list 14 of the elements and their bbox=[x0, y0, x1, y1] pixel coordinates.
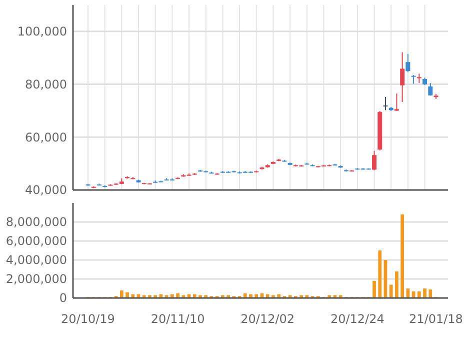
x-tick-label: 20/12/02 bbox=[240, 312, 295, 326]
y-tick-label: 0 bbox=[59, 291, 67, 306]
x-tick-label: 20/10/19 bbox=[61, 312, 115, 326]
x-tick-label: 20/12/24 bbox=[330, 312, 384, 326]
y-tick-label: 8,000,000 bbox=[6, 215, 67, 230]
y-tick-label: 60,000 bbox=[25, 130, 67, 144]
y-tick-label: 40,000 bbox=[25, 183, 67, 198]
y-tick-label: 80,000 bbox=[25, 77, 67, 92]
y-tick-label: 4,000,000 bbox=[6, 253, 67, 268]
x-tick-label: 20/11/10 bbox=[150, 312, 205, 326]
x-tick-label: 21/01/18 bbox=[409, 312, 463, 326]
y-tick-label: 2,000,000 bbox=[6, 272, 67, 286]
y-tick-label: 6,000,000 bbox=[6, 234, 67, 248]
y-tick-label: 100,000 bbox=[17, 24, 67, 39]
